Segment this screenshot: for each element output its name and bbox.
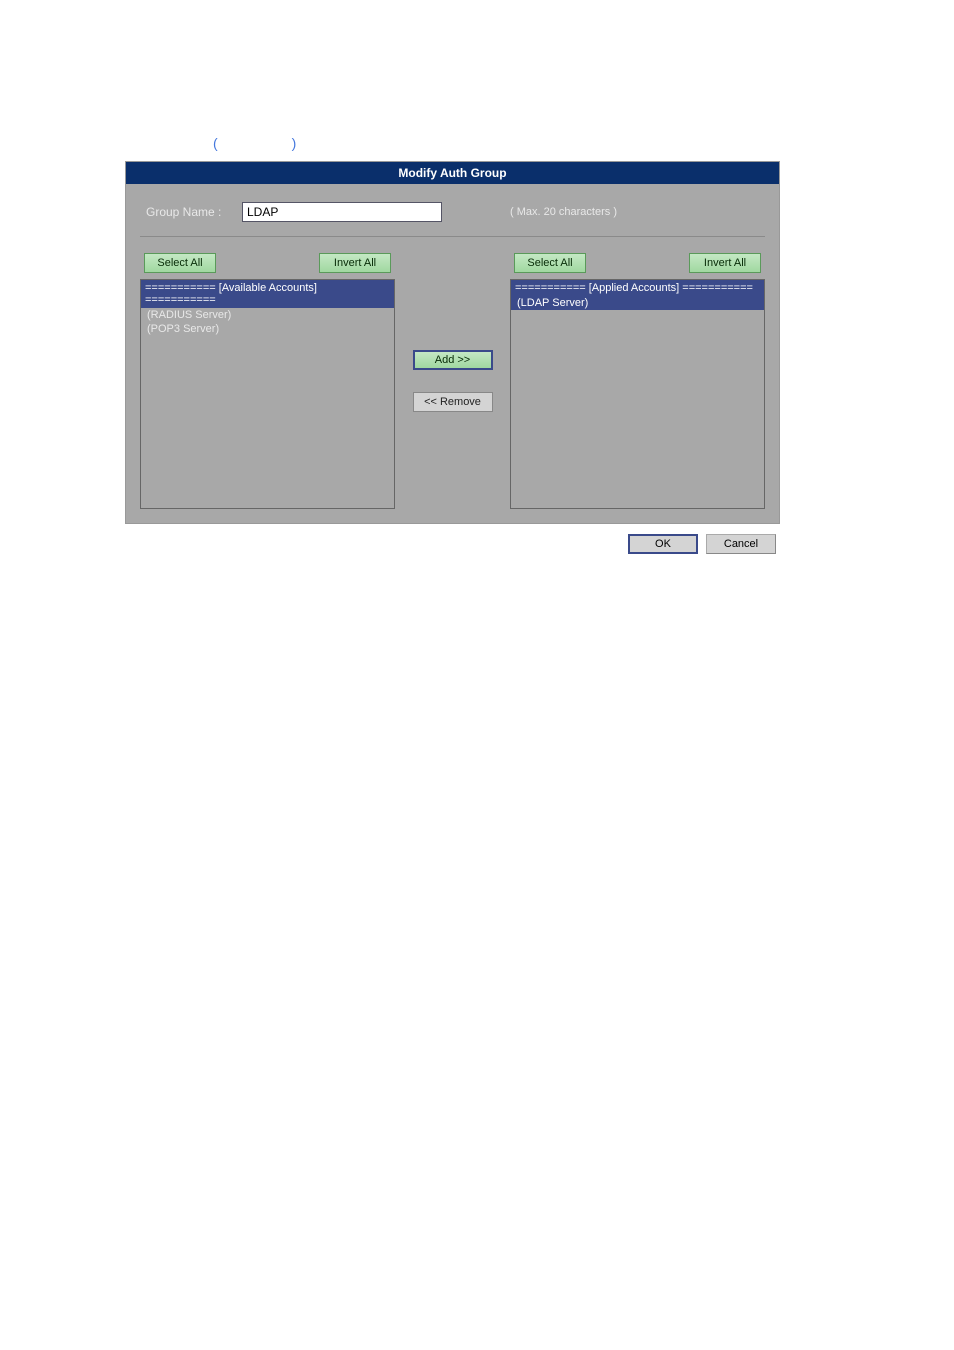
- list-item[interactable]: (LDAP Server): [511, 296, 764, 310]
- dialog-title: Modify Auth Group: [126, 162, 779, 184]
- applied-accounts-listbox[interactable]: =========== [Applied Accounts] =========…: [510, 279, 765, 509]
- columns-wrapper: Select All Invert All =========== [Avail…: [140, 253, 765, 509]
- paren-close: ): [292, 135, 297, 151]
- applied-select-all-button[interactable]: Select All: [514, 253, 586, 273]
- available-accounts-header: =========== [Available Accounts] =======…: [141, 280, 394, 308]
- applied-invert-all-button[interactable]: Invert All: [689, 253, 761, 273]
- dialog-body: Group Name : ( Max. 20 characters ) Sele…: [126, 184, 779, 523]
- figure-caption: ( ): [125, 135, 954, 151]
- ok-button[interactable]: OK: [628, 534, 698, 554]
- available-btn-row: Select All Invert All: [140, 253, 395, 279]
- group-name-label: Group Name :: [146, 205, 224, 219]
- list-item[interactable]: (RADIUS Server): [141, 308, 394, 322]
- available-select-all-button[interactable]: Select All: [144, 253, 216, 273]
- remove-button[interactable]: << Remove: [413, 392, 493, 412]
- available-accounts-panel: Select All Invert All =========== [Avail…: [140, 253, 395, 509]
- group-name-row: Group Name : ( Max. 20 characters ): [140, 196, 765, 237]
- applied-accounts-header: =========== [Applied Accounts] =========…: [511, 280, 764, 296]
- list-item[interactable]: (POP3 Server): [141, 322, 394, 336]
- cancel-button[interactable]: Cancel: [706, 534, 776, 554]
- group-name-input[interactable]: [242, 202, 442, 222]
- applied-btn-row: Select All Invert All: [510, 253, 765, 279]
- group-name-hint: ( Max. 20 characters ): [510, 206, 617, 218]
- transfer-buttons-panel: Add >> << Remove: [395, 253, 510, 509]
- modify-auth-group-dialog: Modify Auth Group Group Name : ( Max. 20…: [125, 161, 780, 524]
- available-invert-all-button[interactable]: Invert All: [319, 253, 391, 273]
- add-button[interactable]: Add >>: [413, 350, 493, 370]
- paren-open: (: [213, 135, 218, 151]
- available-accounts-listbox[interactable]: =========== [Available Accounts] =======…: [140, 279, 395, 509]
- applied-accounts-panel: Select All Invert All =========== [Appli…: [510, 253, 765, 509]
- footer-buttons: OK Cancel: [125, 524, 780, 554]
